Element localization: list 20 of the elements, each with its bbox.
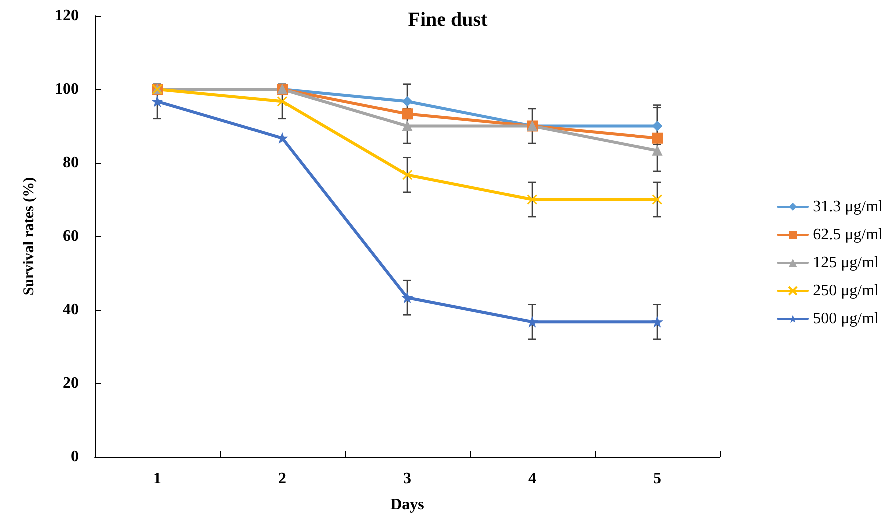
y-tick-label: 20 — [63, 375, 79, 392]
x-axis-title: Days — [390, 496, 424, 514]
legend-label: 125 μg/ml — [813, 254, 880, 272]
legend-label: 31.3 μg/ml — [813, 198, 884, 216]
legend-label: 250 μg/ml — [813, 282, 880, 300]
x-tick-label: 4 — [528, 470, 536, 488]
y-tick-label: 120 — [55, 8, 79, 24]
y-tick-label: 40 — [63, 302, 79, 318]
legend-label: 500 μg/ml — [813, 310, 880, 328]
x-tick-label: 3 — [404, 470, 412, 488]
legend-label: 62.5 μg/ml — [813, 226, 884, 244]
y-tick-label: 80 — [63, 154, 79, 172]
y-axis-title: Survival rates (%) — [22, 177, 38, 296]
y-tick-label: 60 — [63, 228, 79, 245]
x-tick-label: 5 — [654, 470, 662, 488]
y-tick-label: 100 — [55, 81, 79, 98]
x-tick-label: 2 — [278, 470, 286, 488]
y-tick-label: 0 — [71, 448, 79, 466]
x-tick-label: 1 — [154, 470, 162, 488]
chart-title: Fine dust — [408, 9, 488, 31]
